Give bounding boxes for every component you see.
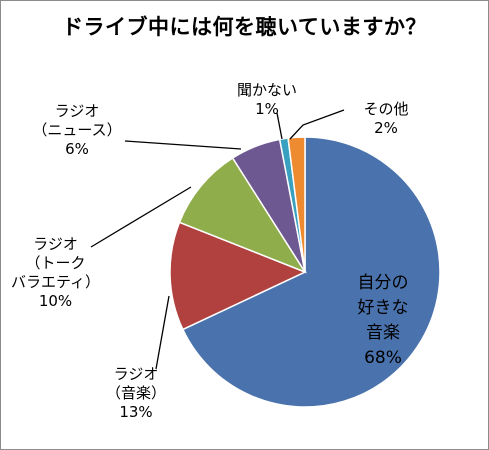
chart-title: ドライブ中には何を聴いていますか？: [62, 15, 427, 39]
slice-label-other: その他 2%: [351, 100, 421, 138]
leader-line-radio-talk: [90, 186, 192, 248]
slice-label-own: 自分の 好きな 音楽 68%: [333, 271, 433, 371]
leader-line-radio-music: [155, 295, 170, 370]
slice-label-line: 聞かない: [236, 81, 297, 99]
pie-slice-radio-music: [169, 221, 307, 331]
slice-label-none: 聞かない 1%: [227, 81, 307, 119]
leader-line-none: [276, 112, 283, 140]
slice-label-line: ラジオ: [54, 102, 100, 120]
slice-label-line: （トーク: [25, 254, 86, 272]
slice-label-radio-news: ラジオ （ニュース） 6%: [19, 102, 135, 159]
slice-label-line: 音楽: [366, 323, 400, 343]
leader-line-radio-news: [124, 140, 242, 150]
pie-slices: [169, 136, 441, 408]
slice-percent: 10%: [38, 292, 73, 310]
slice-label-line: バラエティ）: [10, 273, 101, 291]
slice-label-line: （音楽）: [105, 384, 166, 402]
leader-lines: [90, 109, 345, 370]
leader-line-other: [289, 109, 345, 140]
pie-slice-other: [287, 136, 306, 273]
slice-label-line: （ニュース）: [32, 121, 122, 139]
slice-label-line: 好きな: [357, 298, 409, 318]
pie-slice-own: [181, 136, 441, 408]
slice-label-line: その他: [363, 100, 409, 118]
slice-percent: 1%: [255, 100, 279, 118]
slice-label-radio-talk: ラジオ （トーク バラエティ） 10%: [3, 235, 108, 311]
slice-label-line: ラジオ: [33, 235, 78, 253]
slice-percent: 13%: [119, 403, 153, 421]
slice-label-line: ラジオ: [113, 365, 159, 383]
pie-slice-radio-talk: [178, 156, 307, 274]
slice-label-line: 自分の: [357, 273, 409, 293]
slice-percent: 6%: [65, 140, 89, 158]
slice-percent: 68%: [364, 348, 402, 368]
slice-percent: 2%: [374, 119, 398, 137]
slice-label-radio-music: ラジオ （音楽） 13%: [81, 365, 191, 422]
